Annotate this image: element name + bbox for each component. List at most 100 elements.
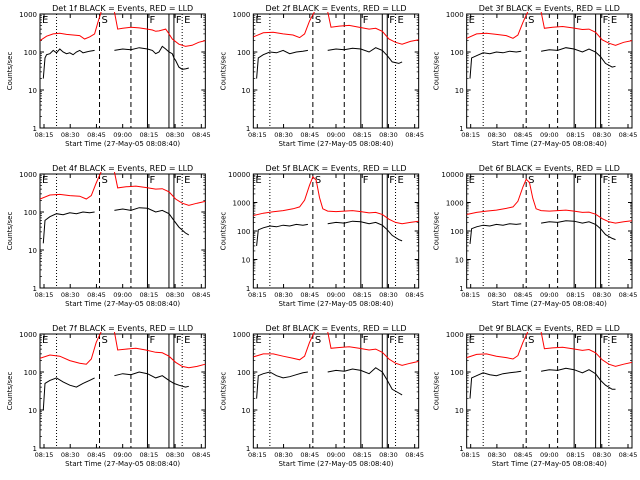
event-marker-label: E <box>398 175 404 186</box>
event-marker-label: E <box>255 335 261 346</box>
event-marker-label: F <box>149 15 155 26</box>
series-group <box>253 332 419 399</box>
events-series-line <box>327 367 403 396</box>
events-series-line <box>42 211 95 244</box>
x-tick-label: 08:30 <box>379 131 398 139</box>
event-marker-label: S <box>102 335 108 346</box>
x-tick-label: 08:45 <box>300 451 319 459</box>
y-tick-label: 100 <box>237 369 250 377</box>
chart-title: Det 1f BLACK = Events, RED = LLD <box>52 4 193 13</box>
lld-series-line <box>40 12 102 42</box>
x-tick-label: 08:30 <box>166 451 185 459</box>
y-tick-label: 1 <box>246 125 250 133</box>
y-tick-label: 10 <box>28 407 37 415</box>
y-tick-label: 10 <box>241 257 250 265</box>
x-tick-label: 08:45 <box>514 451 533 459</box>
chart-title: Det 3f BLACK = Events, RED = LLD <box>479 4 620 13</box>
x-tick-label: 08:15 <box>566 291 585 299</box>
x-tick-label: 08:15 <box>566 131 585 139</box>
x-tick-label: 08:30 <box>488 131 507 139</box>
plot-frame <box>466 13 633 129</box>
event-marker-label: E <box>469 15 475 26</box>
events-series-line <box>256 223 308 246</box>
events-series-line <box>469 370 522 399</box>
x-tick-label: 08:45 <box>405 451 424 459</box>
x-tick-label: 08:30 <box>61 131 80 139</box>
x-tick-label: 08:15 <box>35 291 54 299</box>
events-series-line <box>327 220 403 242</box>
y-tick-label: 1 <box>246 285 250 293</box>
lld-series-line <box>540 332 632 367</box>
event-marker-label: F <box>576 15 582 26</box>
y-tick-label: 1000 <box>19 171 37 179</box>
y-tick-label: 1000 <box>446 331 464 339</box>
x-tick-label: 08:15 <box>35 131 54 139</box>
x-tick-label: 08:30 <box>592 291 611 299</box>
x-tick-label: 08:30 <box>274 131 293 139</box>
event-marker-label: E <box>611 335 617 346</box>
y-axis-label: Counts/sec <box>6 372 14 411</box>
x-tick-label: 08:15 <box>248 451 267 459</box>
events-series-line <box>541 367 616 390</box>
chart-title: Det 8f BLACK = Events, RED = LLD <box>265 324 406 333</box>
x-tick-label: 08:45 <box>87 131 106 139</box>
x-tick-label: 09:00 <box>540 291 559 299</box>
x-tick-label: 08:15 <box>140 451 159 459</box>
events-series-line <box>256 49 308 79</box>
lld-series-line <box>113 172 206 206</box>
event-marker-label: F <box>176 175 182 186</box>
y-tick-label: 1 <box>459 125 463 133</box>
lld-series-line <box>466 178 632 224</box>
x-tick-label: 08:45 <box>87 291 106 299</box>
y-axis-label: Counts/sec <box>219 372 227 411</box>
event-marker-label: F <box>389 15 395 26</box>
y-tick-label: 1 <box>33 285 37 293</box>
x-tick-label: 08:30 <box>166 291 185 299</box>
event-marker-label: E <box>184 335 190 346</box>
y-axis-label: Counts/sec <box>219 52 227 91</box>
x-tick-label: 08:15 <box>353 131 372 139</box>
chart-panel-9: Det 9f BLACK = Events, RED = LLD 1 10 100 10… <box>433 324 638 468</box>
events-series-line <box>42 48 95 79</box>
chart-title: Det 5f BLACK = Events, RED = LLD <box>265 164 406 173</box>
y-tick-label: 1000 <box>19 11 37 19</box>
event-marker-label: E <box>184 15 190 26</box>
plot-frame <box>466 173 633 289</box>
event-marker-label: F <box>176 335 182 346</box>
event-marker-label: F <box>363 15 369 26</box>
x-tick-label: 09:00 <box>327 451 346 459</box>
events-series-line <box>256 371 308 399</box>
x-tick-label: 08:15 <box>461 451 480 459</box>
series-group <box>40 172 206 244</box>
x-tick-label: 08:30 <box>379 291 398 299</box>
chart-panel-7: Det 7f BLACK = Events, RED = LLD 1 10 100 10… <box>6 324 211 468</box>
events-series-line <box>541 47 616 68</box>
y-tick-label: 10 <box>28 247 37 255</box>
x-tick-label: 08:15 <box>35 451 54 459</box>
x-tick-label: 08:30 <box>61 451 80 459</box>
x-tick-label: 09:00 <box>327 131 346 139</box>
x-tick-label: 08:45 <box>619 131 638 139</box>
x-axis-label: Start Time (27-May-05 08:08:40) <box>65 460 180 468</box>
lld-series-line <box>113 332 206 369</box>
chart-panel-8: Det 8f BLACK = Events, RED = LLD 1 10 100 10… <box>219 324 424 468</box>
x-tick-label: 08:30 <box>488 291 507 299</box>
event-marker-label: E <box>398 335 404 346</box>
event-marker-label: F <box>176 15 182 26</box>
x-axis-label: Start Time (27-May-05 08:08:40) <box>278 140 393 148</box>
x-axis-label: Start Time (27-May-05 08:08:40) <box>492 300 607 308</box>
x-tick-label: 09:00 <box>113 451 132 459</box>
series-group <box>40 332 206 411</box>
chart-panel-6: Det 6f BLACK = Events, RED = LLD 1 10 100 10… <box>433 164 638 308</box>
x-tick-label: 08:45 <box>405 131 424 139</box>
event-marker-label: S <box>528 175 534 186</box>
lld-series-line <box>466 332 529 360</box>
event-marker-label: E <box>611 15 617 26</box>
x-tick-label: 08:45 <box>300 131 319 139</box>
x-tick-label: 09:00 <box>327 291 346 299</box>
x-tick-label: 09:00 <box>113 131 132 139</box>
x-tick-label: 08:30 <box>379 451 398 459</box>
event-marker-label: E <box>184 175 190 186</box>
series-group <box>253 12 419 79</box>
